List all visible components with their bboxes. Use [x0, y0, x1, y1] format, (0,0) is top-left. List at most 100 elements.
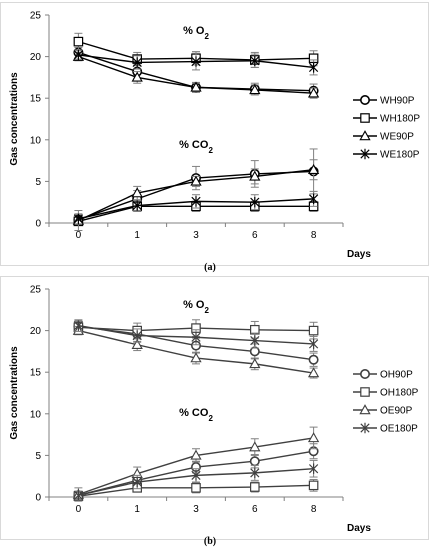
legend-label: OH180P: [380, 388, 419, 399]
y-tick-label: 0: [35, 219, 41, 230]
data-point-triangle: [131, 187, 143, 198]
data-point-star: [308, 338, 319, 350]
chart-a-svg: 0 5 10 15 20 25 0 1 3 6 8 Gas concentrations Days % O…: [9, 11, 420, 261]
legend-marker-star: [360, 422, 370, 434]
data-point-star: [132, 476, 142, 488]
legend: OH90P OH180P OE90P OE180P: [353, 369, 419, 435]
gas-annotation: % CO2: [179, 407, 213, 423]
x-tick-label: 3: [193, 504, 199, 515]
gas-annotation: % O2: [183, 299, 209, 315]
data-point-star: [73, 213, 84, 225]
data-point-triangle: [190, 81, 202, 92]
data-point-triangle: [249, 441, 261, 452]
y-tick-label: 25: [30, 285, 42, 296]
x-axis-label: Days: [347, 249, 371, 260]
data-point-triangle: [307, 163, 320, 175]
legend-label: WH90P: [380, 96, 415, 107]
legend-label: WE90P: [380, 132, 414, 143]
chart-panel-a: 0 5 10 15 20 25 0 1 3 6 8 Gas concentrations Days % O…: [0, 2, 429, 266]
legend-item-WH180P: WH180P: [353, 113, 420, 125]
y-tick-label: 5: [35, 451, 41, 462]
data-point-triangle: [190, 352, 202, 363]
data-point-triangle: [307, 367, 320, 378]
x-tick-label: 0: [76, 230, 82, 241]
legend-label: OH90P: [380, 370, 413, 381]
y-axis-label: Gas concentrations: [9, 72, 20, 166]
legend-item-WE90P: WE90P: [353, 130, 414, 143]
y-tick-label: 15: [30, 94, 42, 105]
series-OE180P-O2: [73, 319, 319, 352]
x-tick-label: 8: [311, 230, 317, 241]
gas-annotation: % CO2: [179, 139, 213, 155]
data-point-star: [191, 332, 201, 343]
data-point-star: [250, 55, 260, 66]
data-point-triangle: [131, 338, 143, 349]
x-tick-label: 0: [76, 504, 82, 515]
data-point-circle: [308, 354, 319, 365]
legend-marker-square: [360, 113, 370, 123]
y-tick-label: 5: [35, 177, 41, 188]
x-tick-label: 1: [134, 504, 140, 515]
legend-item-WE180P: WE180P: [353, 148, 420, 161]
legend-label: WH180P: [380, 114, 420, 125]
y-tick-label: 0: [35, 493, 41, 504]
panel-b-label: (b): [203, 536, 217, 547]
series-OE90P-O2: [72, 324, 320, 379]
data-point-square: [308, 325, 319, 336]
data-point-triangle: [249, 358, 261, 369]
data-point-square: [308, 480, 319, 491]
legend-marker-star: [360, 148, 370, 160]
gas-annotation: % O2: [183, 25, 209, 40]
y-tick-label: 10: [30, 135, 42, 146]
chart-b-svg: 0 5 10 15 20 25 0 1 3 6 8 Gas concentrations Days % O…: [9, 285, 419, 535]
legend-label: OE180P: [380, 424, 418, 435]
data-point-star: [191, 470, 201, 481]
series-WE180P-CO2: [73, 190, 319, 225]
series-WE180P-O2: [73, 49, 319, 76]
y-tick-label: 15: [30, 368, 42, 379]
data-point-star: [73, 320, 84, 331]
data-point-star: [73, 490, 84, 501]
data-point-star: [132, 330, 142, 341]
legend-item-WH90P: WH90P: [353, 95, 415, 107]
x-tick-label: 6: [252, 230, 258, 241]
data-point-square: [250, 482, 260, 492]
series-OE180P-CO2: [73, 459, 319, 501]
data-point-star: [308, 463, 319, 474]
y-tick-label: 20: [30, 326, 42, 337]
data-point-triangle: [249, 84, 261, 95]
data-point-star: [73, 49, 84, 61]
x-tick-label: 8: [311, 504, 317, 515]
series-OE90P-CO2: [72, 426, 320, 502]
data-point-star: [250, 467, 260, 479]
data-point-circle: [249, 456, 260, 467]
legend-marker-circle: [359, 95, 370, 106]
legend-marker-square: [360, 387, 370, 397]
legend-item-OH90P: OH90P: [353, 369, 413, 381]
series-WE90P-O2: [72, 50, 320, 99]
data-point-star: [191, 56, 201, 67]
data-point-triangle: [131, 71, 143, 82]
data-point-star: [132, 57, 142, 68]
data-point-star: [308, 193, 319, 205]
data-point-square: [191, 483, 201, 493]
data-point-square: [73, 36, 84, 47]
x-axis-label: Days: [347, 523, 371, 534]
data-point-triangle: [249, 170, 261, 181]
panel-a-label: (a): [204, 262, 216, 273]
data-point-star: [308, 62, 319, 73]
legend-label: OE90P: [380, 406, 413, 417]
data-point-star: [132, 200, 142, 211]
data-point-triangle: [190, 175, 202, 186]
data-point-triangle: [307, 432, 320, 443]
y-tick-label: 10: [30, 409, 42, 420]
y-axis-label: Gas concentrations: [9, 346, 20, 440]
x-tick-label: 3: [193, 230, 199, 241]
legend-label: WE180P: [380, 150, 420, 161]
data-point-triangle: [190, 449, 202, 460]
legend-marker-circle: [359, 369, 370, 380]
legend-item-OH180P: OH180P: [353, 387, 419, 399]
data-point-star: [250, 335, 260, 346]
x-tick-label: 1: [134, 230, 140, 241]
legend: WH90P WH180P WE90P WE180P: [353, 95, 420, 161]
